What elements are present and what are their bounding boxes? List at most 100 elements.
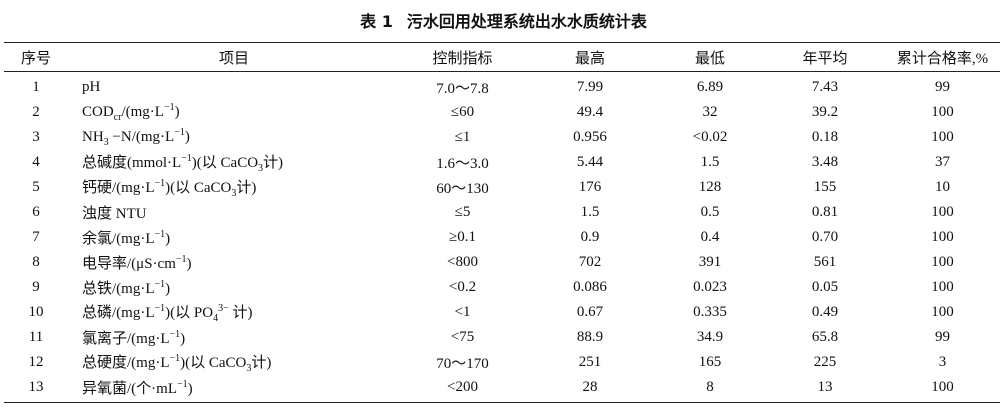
table-row: 8 电导率/(μS·cm−1) <800 702 391 561 100: [4, 250, 1000, 275]
item-superscript: −1: [154, 178, 166, 189]
title-label: 表 1: [360, 12, 393, 31]
item-text: ): [186, 256, 192, 272]
table-row: 10 总磷/(mg·L−1)(以 PO43− 计) <1 0.67 0.335 0.49 1…: [4, 300, 1000, 325]
rate-cell: 100: [931, 254, 954, 270]
title-text: 污水回用处理系统出水水质统计表: [406, 12, 647, 31]
limit-cell: 70～170: [436, 356, 489, 372]
item-text: pH: [82, 79, 101, 95]
no-cell: 9: [32, 279, 40, 295]
rate-cell: 99: [935, 329, 950, 345]
item-text: )(以 CaCO: [165, 180, 232, 196]
table-row: 13 异氧菌/(个·mL−1) <200 28 8 13 100: [4, 375, 1000, 403]
min-cell: 165: [698, 354, 722, 370]
item-superscript: −1: [174, 127, 185, 138]
item-subscript: 3: [258, 163, 264, 174]
avg-cell: 0.05: [811, 279, 839, 295]
max-cell: 0.956: [573, 129, 607, 145]
max-cell: 5.44: [576, 154, 604, 170]
min-cell: 8: [706, 379, 714, 395]
item-text: 异氧菌/(个·mL: [82, 381, 177, 397]
item-cell: NH3 −N/(mg·L−1): [68, 125, 400, 150]
table-row: 1 pH 7.0～7.8 7.99 6.89 7.43 99: [4, 72, 1000, 101]
item-text: ): [180, 331, 186, 347]
item-subscript: 3: [246, 363, 252, 374]
item-subscript: 3: [231, 188, 237, 199]
min-cell: 32: [702, 104, 718, 120]
table-row: 7 余氯/(mg·L−1) ≥0.1 0.9 0.4 0.70 100: [4, 225, 1000, 250]
rate-cell: 99: [935, 79, 950, 95]
item-cell: CODcr/(mg·L−1): [68, 100, 400, 125]
rate-cell: 100: [931, 229, 954, 245]
item-superscript: 3−: [218, 303, 229, 314]
table-row: 2 CODcr/(mg·L−1) ≤60 49.4 32 39.2 100: [4, 100, 1000, 125]
header-row: 序号 项目 控制指标 最高 最低 年平均 累计合格率,%: [4, 42, 1000, 72]
no-cell: 8: [32, 254, 40, 270]
item-superscript: −1: [175, 254, 187, 265]
min-cell: 128: [698, 179, 722, 195]
min-cell: 0.023: [693, 279, 727, 295]
min-cell: 6.89: [696, 79, 724, 95]
header-cell: 序号: [20, 50, 51, 67]
table-row: 3 NH3 −N/(mg·L−1) ≤1 0.956 <0.02 0.18 100: [4, 125, 1000, 150]
avg-cell: 65.8: [811, 329, 839, 345]
no-cell: 11: [28, 329, 44, 345]
item-text: 计): [236, 180, 257, 196]
header-cell: 最高: [574, 50, 605, 67]
table-header: 序号 项目 控制指标 最高 最低 年平均 累计合格率,%: [4, 42, 1000, 72]
item-text: 余氯/(mg·L: [82, 231, 155, 247]
item-text: )(以 PO: [165, 305, 214, 321]
item-superscript: −1: [169, 353, 181, 364]
header-cell: 项目: [218, 50, 249, 67]
item-text: COD: [82, 104, 114, 120]
item-text: ): [184, 129, 190, 145]
no-cell: 13: [28, 379, 44, 395]
item-text: )(以 CaCO: [191, 155, 259, 171]
max-cell: 7.99: [576, 79, 604, 95]
item-superscript: −1: [154, 279, 166, 290]
limit-cell: ≤1: [454, 129, 471, 145]
min-cell: 391: [698, 254, 722, 270]
avg-cell: 39.2: [811, 104, 839, 120]
no-cell: 5: [32, 179, 40, 195]
rate-cell: 100: [931, 104, 954, 120]
item-text: 氯离子/(mg·L: [82, 331, 170, 347]
item-subscript: 4: [213, 313, 219, 324]
item-cell: 总磷/(mg·L−1)(以 PO43− 计): [68, 300, 400, 325]
table-row: 12 总硬度/(mg·L−1)(以 CaCO3计) 70～170 251 165 225 3: [4, 350, 1000, 375]
item-cell: 异氧菌/(个·mL−1): [68, 375, 400, 403]
table-row: 11 氯离子/(mg·L−1) <75 88.9 34.9 65.8 99: [4, 325, 1000, 350]
avg-cell: 0.81: [811, 204, 839, 220]
rate-cell: 100: [931, 304, 954, 320]
rate-cell: 100: [931, 379, 954, 395]
max-cell: 0.67: [576, 304, 604, 320]
item-text: 计): [251, 355, 272, 371]
no-cell: 10: [28, 304, 44, 320]
item-text: 总碱度(mmol·L: [82, 155, 182, 171]
item-text: 计): [263, 155, 284, 171]
item-text: 总磷/(mg·L: [82, 305, 155, 321]
table-body: 1 pH 7.0～7.8 7.99 6.89 7.43 99 2 CODcr/(mg·L−1) ≤…: [4, 72, 1000, 403]
no-cell: 1: [32, 79, 40, 95]
item-text: 计): [228, 305, 253, 321]
item-text: )(以 CaCO: [180, 355, 247, 371]
item-text: 钙硬/(mg·L: [82, 180, 155, 196]
header-cell: 年平均: [802, 50, 848, 67]
item-cell: 氯离子/(mg·L−1): [68, 325, 400, 350]
max-cell: 251: [578, 354, 602, 370]
avg-cell: 561: [813, 254, 837, 270]
max-cell: 702: [578, 254, 602, 270]
no-cell: 12: [28, 354, 44, 370]
item-text: 总硬度/(mg·L: [82, 355, 170, 371]
item-text: 电导率/(μS·cm: [82, 256, 176, 272]
item-text: NH: [82, 129, 104, 145]
limit-cell: <1: [454, 304, 471, 320]
item-text: ): [174, 104, 180, 120]
header-cell: 累计合格率,%: [896, 50, 989, 67]
limit-cell: 1.6～3.0: [436, 156, 489, 172]
max-cell: 49.4: [576, 104, 604, 120]
item-cell: 钙硬/(mg·L−1)(以 CaCO3计): [68, 175, 400, 200]
header-cell: 最低: [694, 50, 725, 67]
item-cell: 总碱度(mmol·L−1)(以 CaCO3计): [68, 150, 400, 175]
limit-cell: <75: [450, 329, 475, 345]
